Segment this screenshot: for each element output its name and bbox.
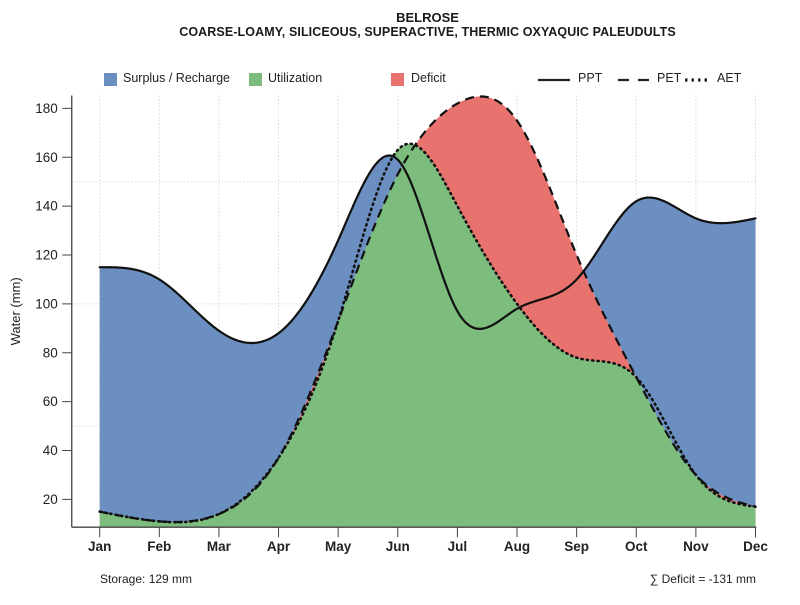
svg-text:Feb: Feb	[147, 539, 171, 554]
svg-text:Sep: Sep	[564, 539, 589, 554]
svg-text:Dec: Dec	[743, 539, 768, 554]
svg-text:Apr: Apr	[267, 539, 291, 554]
svg-text:Jun: Jun	[386, 539, 410, 554]
svg-text:180: 180	[35, 101, 58, 116]
svg-text:Water (mm): Water (mm)	[8, 277, 23, 345]
svg-text:Jan: Jan	[88, 539, 111, 554]
svg-text:Oct: Oct	[625, 539, 648, 554]
svg-text:Nov: Nov	[683, 539, 709, 554]
svg-text:40: 40	[43, 443, 58, 458]
svg-text:80: 80	[43, 345, 58, 360]
svg-text:20: 20	[43, 492, 58, 507]
svg-text:160: 160	[35, 150, 58, 165]
svg-text:60: 60	[43, 394, 58, 409]
svg-text:May: May	[325, 539, 352, 554]
svg-text:120: 120	[35, 248, 58, 263]
svg-text:Jul: Jul	[448, 539, 468, 554]
svg-text:Aug: Aug	[504, 539, 530, 554]
svg-text:Mar: Mar	[207, 539, 232, 554]
svg-text:140: 140	[35, 199, 58, 214]
svg-text:100: 100	[35, 296, 58, 311]
